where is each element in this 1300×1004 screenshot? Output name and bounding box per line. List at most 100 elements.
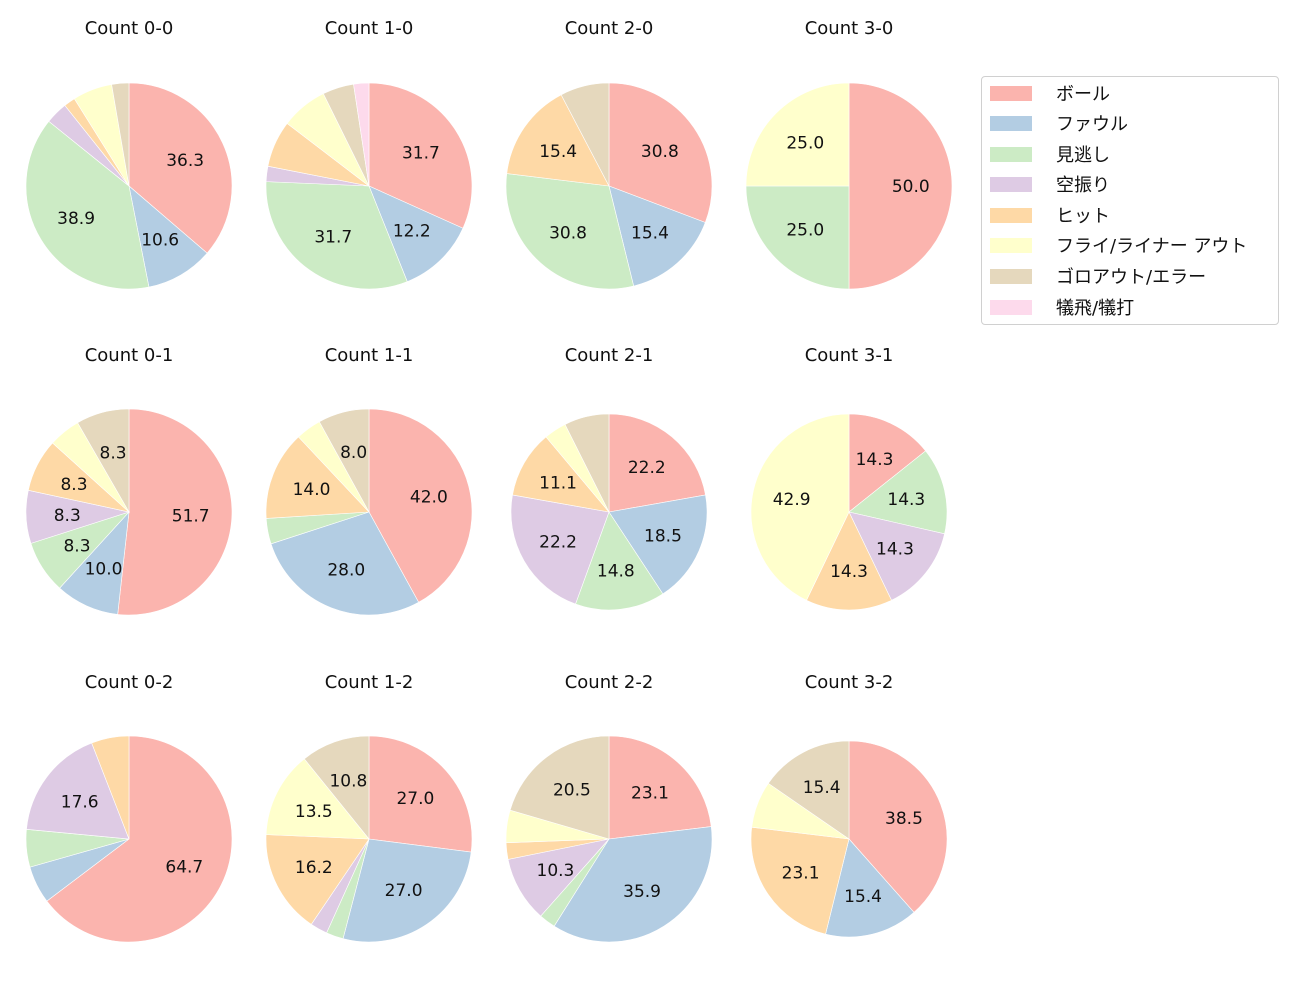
- legend: ボール ファウル 見逃し 空振り ヒット フライ/ライナー アウト ゴロアウト/…: [981, 76, 1279, 325]
- pie-slice-label: 8.3: [54, 506, 81, 526]
- pie-title: Count 2-0: [565, 18, 654, 39]
- pie-slice-label: 20.5: [553, 781, 591, 801]
- pie-title: Count 2-1: [565, 345, 654, 366]
- pie-slice: [767, 740, 850, 840]
- pie-slice: [848, 511, 945, 601]
- pie-slice-label: 13.5: [295, 802, 333, 822]
- pie-slice-label: 8.0: [340, 443, 367, 463]
- pie-slice: [505, 173, 635, 290]
- pie-slice-label: 30.8: [549, 223, 587, 243]
- pie-slice: [265, 181, 408, 290]
- pie-title: Count 1-2: [325, 672, 414, 693]
- pie-slice-label: 15.4: [631, 223, 669, 243]
- pie-slice-label: 27.0: [385, 881, 423, 901]
- pie-title: Count 3-2: [805, 672, 894, 693]
- pie-title: Count 3-0: [805, 18, 894, 39]
- pie-slice-label: 36.3: [166, 151, 204, 171]
- pie-title: Count 1-1: [325, 345, 414, 366]
- pie-slice: [111, 82, 130, 187]
- pie-slice-label: 16.2: [295, 858, 333, 878]
- pie-count-0-0: Count 0-0 36.3 10.6 38.9: [25, 18, 233, 290]
- pie-slice: [848, 450, 948, 535]
- pie-count-0-1: Count 0-1 51.7 10.0 8.3 8.3 8.3 8.3: [25, 345, 233, 616]
- legend-swatch-foul: [990, 115, 1032, 131]
- pie-slice: [575, 511, 664, 611]
- legend-swatch-ground-out: [990, 268, 1032, 284]
- pie-count-3-0: Count 3-0 50.0 25.0 25.0: [745, 18, 953, 290]
- pie-slice: [553, 826, 713, 943]
- legend-swatch-hit: [990, 207, 1032, 223]
- pie-slice-label: 42.0: [410, 488, 448, 508]
- legend-label: 見逃し: [1056, 145, 1110, 166]
- pie-slice: [26, 742, 130, 840]
- pie-slice: [745, 185, 850, 290]
- pie-slice-label: 25.0: [786, 221, 824, 241]
- legend-swatch-sacrifice: [990, 299, 1032, 315]
- pie-slice: [91, 735, 130, 840]
- pie-slice-label: 18.5: [644, 526, 682, 546]
- legend-label: ヒット: [1056, 206, 1110, 227]
- legend-swatch-fly-out: [990, 237, 1032, 253]
- pie-slice-label: 17.6: [61, 793, 99, 813]
- pie-slice: [848, 82, 953, 290]
- pie-slice-label: 50.0: [892, 177, 930, 197]
- pie-slice: [303, 735, 370, 840]
- pie-slice-label: 27.0: [396, 789, 434, 809]
- pie-slice-label: 23.1: [782, 863, 820, 883]
- pie-slice-label: 14.8: [597, 561, 635, 581]
- pie-slice: [77, 408, 130, 514]
- pie-slice-label: 14.3: [856, 450, 894, 470]
- pie-count-2-0: Count 2-0 30.8 15.4 30.8 15.4: [505, 18, 713, 290]
- pie-slice: [368, 185, 464, 283]
- pie-slice: [117, 408, 233, 616]
- pie-slice: [608, 185, 706, 287]
- pie-slice-label: 23.1: [631, 784, 669, 804]
- pie-slice: [270, 511, 420, 616]
- pie-count-1-1: Count 1-1 42.0 28.0 14.0 8.0: [265, 345, 473, 616]
- pie-slice: [825, 838, 915, 938]
- pie-slice-label: 22.2: [628, 458, 666, 478]
- pie-slice: [506, 94, 610, 187]
- legend-item-fly-out: フライ/ライナー アウト: [990, 233, 1247, 257]
- pie-slice-label: 51.7: [172, 506, 210, 526]
- pie-slice: [265, 436, 370, 519]
- pie-title: Count 0-1: [85, 345, 174, 366]
- pie-title: Count 0-0: [85, 18, 174, 39]
- pie-slice: [512, 436, 610, 513]
- legend-item-swinging-strike: 空振り: [990, 172, 1110, 196]
- legend-swatch-called-strike: [990, 146, 1032, 162]
- pie-title: Count 0-2: [85, 672, 174, 693]
- pie-slice-label: 31.7: [402, 143, 440, 163]
- pie-slice-label: 14.3: [887, 490, 925, 510]
- pie-slice-label: 10.3: [537, 861, 575, 881]
- pie-slice-label: 38.9: [57, 209, 95, 229]
- pie-slice-label: 22.2: [539, 532, 577, 552]
- pie-slice: [608, 413, 706, 513]
- pie-slice-label: 8.3: [63, 536, 90, 556]
- pie-slice-label: 8.3: [100, 443, 127, 463]
- pie-title: Count 1-0: [325, 18, 414, 39]
- pie-slice: [509, 735, 610, 840]
- pie-slice-label: 64.7: [165, 858, 203, 878]
- pie-slice: [342, 838, 472, 943]
- pie-count-0-2: Count 0-2 64.7 17.6: [25, 672, 233, 943]
- pie-slice-label: 11.1: [539, 474, 577, 494]
- legend-label: 空振り: [1056, 175, 1110, 196]
- pie-count-3-2: Count 3-2 38.5 15.4 23.1 15.4: [750, 672, 948, 938]
- legend-label: ゴロアウト/エラー: [1056, 267, 1207, 288]
- pie-slice: [318, 408, 370, 513]
- pie-slice: [745, 82, 850, 187]
- pie-slice-label: 28.0: [327, 560, 365, 580]
- pie-slice: [368, 408, 473, 603]
- legend-label: ファウル: [1056, 114, 1128, 135]
- pie-slice-label: 10.6: [141, 230, 179, 250]
- pie-slice: [750, 413, 850, 601]
- pie-slice-label: 25.0: [786, 133, 824, 153]
- pie-slice-label: 38.5: [885, 809, 923, 829]
- pie-slice-label: 10.8: [329, 772, 367, 792]
- pie-slice-label: 15.4: [539, 142, 577, 162]
- pie-slice: [608, 494, 708, 595]
- pie-slice-label: 15.4: [803, 778, 841, 798]
- legend-item-hit: ヒット: [990, 203, 1110, 227]
